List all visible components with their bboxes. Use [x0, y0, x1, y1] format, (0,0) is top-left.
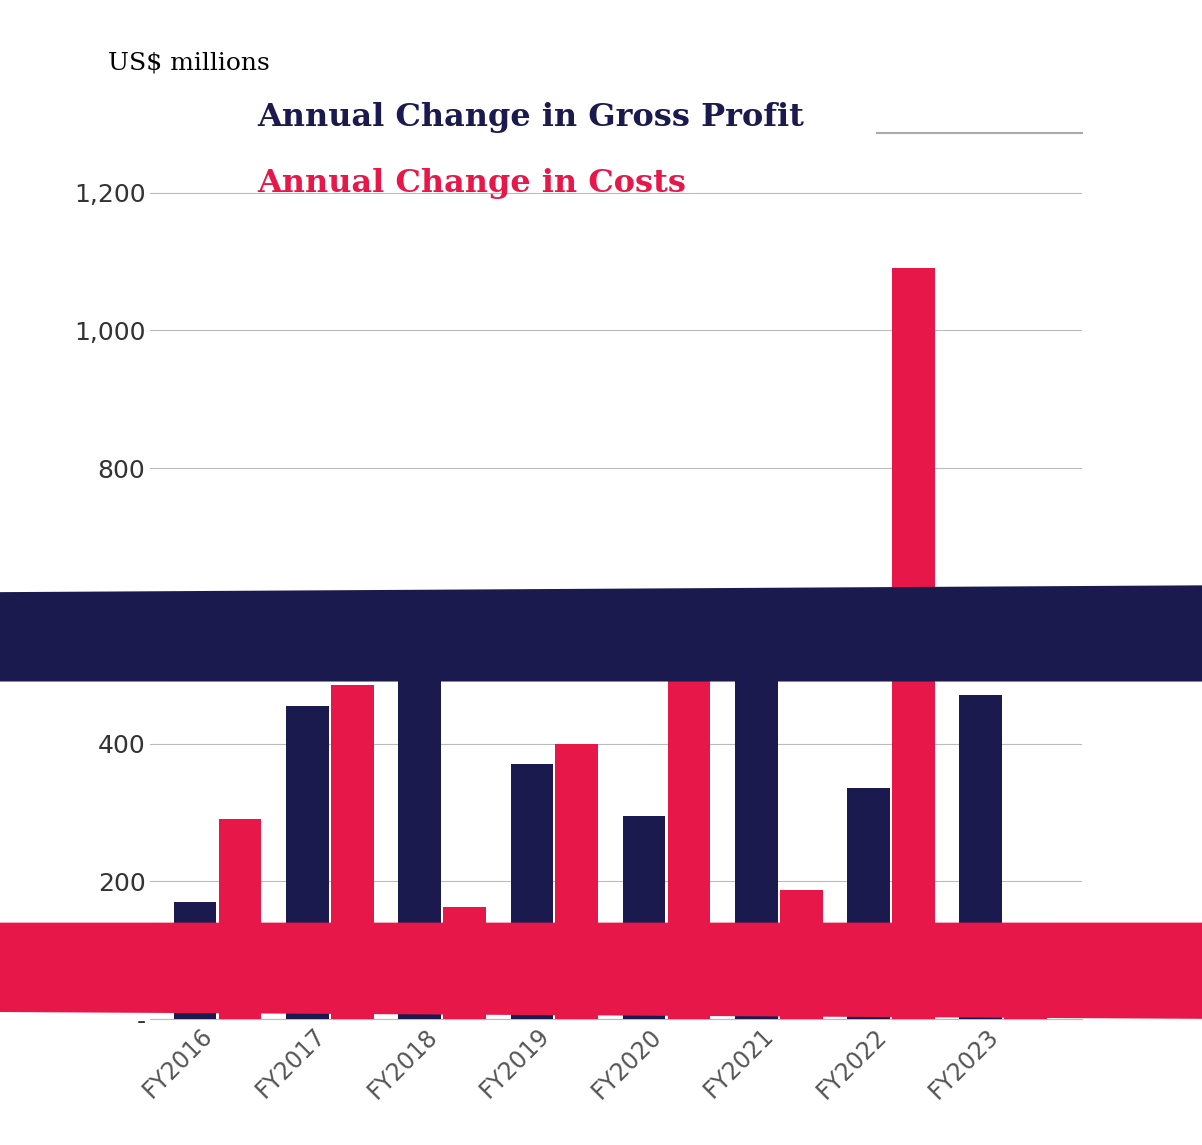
Bar: [1005, 926, 1047, 1019]
Bar: [398, 664, 441, 1019]
Bar: [511, 764, 553, 1019]
Text: Annual Change in Gross Profit: Annual Change in Gross Profit: [257, 102, 804, 133]
Bar: [959, 695, 1002, 1019]
Bar: [331, 685, 374, 1019]
Polygon shape: [0, 585, 1202, 681]
Bar: [174, 902, 216, 1019]
Bar: [734, 623, 778, 1019]
Bar: [219, 820, 261, 1019]
Bar: [892, 268, 935, 1019]
Text: US$ millions: US$ millions: [108, 52, 270, 74]
Bar: [667, 661, 710, 1019]
Bar: [847, 788, 889, 1019]
Bar: [286, 705, 328, 1019]
Bar: [623, 816, 666, 1019]
Text: Annual Change in Costs: Annual Change in Costs: [257, 168, 686, 199]
Polygon shape: [0, 923, 1202, 1019]
Bar: [780, 890, 822, 1019]
Bar: [444, 907, 486, 1019]
Bar: [555, 743, 599, 1019]
